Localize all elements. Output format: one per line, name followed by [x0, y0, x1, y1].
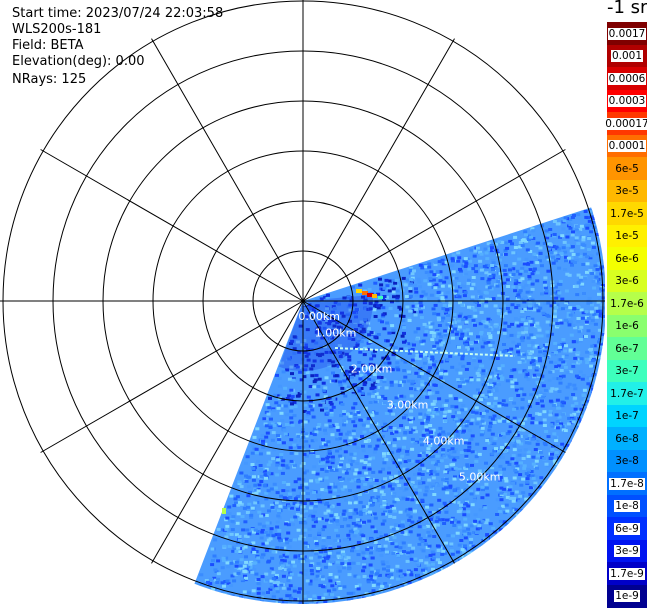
colorbar-label: 1.7e-6: [609, 298, 645, 310]
elevation-label: Elevation(deg): 0.00: [12, 54, 145, 70]
colorbar-label: 6e-9: [614, 523, 640, 535]
colorbar-cell: 1e-7: [607, 405, 647, 428]
colorbar-label: 3e-7: [614, 365, 640, 377]
colorbar-cell: 1.7e-5: [607, 202, 647, 225]
azimuth-spoke: [41, 150, 303, 302]
colorbar-label: 1e-9: [614, 590, 640, 602]
colorbar-cell: 0.001: [607, 45, 647, 68]
colorbar-label: 1.7e-7: [609, 388, 645, 400]
colorbar-label: 1.7e-8: [609, 478, 645, 490]
colorbar-cell: 1e-8: [607, 495, 647, 518]
colorbar-cell: 0.0003: [607, 90, 647, 113]
colorbar-cell: 0.0006: [607, 67, 647, 90]
range-ring-label: 3.00km: [387, 399, 429, 412]
colorbar-cell: 6e-9: [607, 517, 647, 540]
colorbar-cell: 1.7e-7: [607, 382, 647, 405]
colorbar-cell: 1.7e-6: [607, 292, 647, 315]
colorbar-label: 6e-5: [614, 163, 640, 175]
colorbar-label: 3e-8: [614, 455, 640, 467]
colorbar-cell: 3e-7: [607, 360, 647, 383]
instrument-label: WLS200s-181: [12, 22, 101, 38]
colorbar-cell: 3e-9: [607, 540, 647, 563]
colorbar-cell: 6e-5: [607, 157, 647, 180]
colorbar-label: 0.0006: [608, 73, 647, 85]
colorbar-label: 0.0017: [608, 28, 647, 40]
nrays-label: NRays: 125: [12, 72, 86, 88]
colorbar-label: 3e-6: [614, 275, 640, 287]
colorbar-label: 0.001: [611, 50, 643, 62]
ppi-plot: 0.00km 1.00km 2.00km 3.00km 4.00km 5.00km: [0, 0, 605, 607]
colorbar-label: 0.0003: [608, 95, 647, 107]
colorbar-label: 0.00017: [604, 118, 647, 130]
range-ring-label: 1.00km: [315, 327, 357, 340]
colorbar-cell: 0.0001: [607, 135, 647, 158]
colorbar-title: -1 sr: [607, 0, 647, 18]
colorbar-cell: 3e-6: [607, 270, 647, 293]
colorbar-label: 6e-6: [614, 253, 640, 265]
colorbar-cell: 1e-6: [607, 315, 647, 338]
colorbar-cell: 1.7e-9: [607, 562, 647, 585]
colorbar-cell: 1e-5: [607, 225, 647, 248]
colorbar-label: 1.7e-5: [609, 208, 645, 220]
colorbar-cell: 1.7e-8: [607, 472, 647, 495]
range-ring-label: 5.00km: [459, 471, 501, 484]
start-time-label: Start time: 2023/07/24 22:03:58: [12, 6, 223, 22]
colorbar-label: 6e-7: [614, 343, 640, 355]
colorbar-cell: 0.00017: [607, 112, 647, 135]
colorbar-label: 1e-5: [614, 230, 640, 242]
colorbar-cell: 3e-5: [607, 180, 647, 203]
colorbar-label: 1e-6: [614, 320, 640, 332]
colorbar: 0.0017 0.001 0.0006 0.0003 0.00017 0.0001 6e-5…: [607, 22, 647, 607]
colorbar-label: 1.7e-9: [609, 568, 645, 580]
colorbar-cell: 6e-7: [607, 337, 647, 360]
colorbar-label: 6e-8: [614, 433, 640, 445]
colorbar-label: 3e-5: [614, 185, 640, 197]
azimuth-spoke: [152, 39, 304, 301]
range-ring-label: 2.00km: [351, 363, 393, 376]
colorbar-label: 1e-8: [614, 500, 640, 512]
colorbar-label: 1e-7: [614, 410, 640, 422]
range-ring-label: 0.00km: [298, 310, 340, 323]
colorbar-cell: 6e-8: [607, 427, 647, 450]
colorbar-label: 0.0001: [608, 140, 647, 152]
range-ring-label: 4.00km: [423, 435, 465, 448]
field-label: Field: BETA: [12, 38, 83, 54]
colorbar-label: 3e-9: [614, 545, 640, 557]
colorbar-cell: 3e-8: [607, 450, 647, 473]
colorbar-cell: 6e-6: [607, 247, 647, 270]
colorbar-cell: 0.0017: [607, 22, 647, 45]
colorbar-cell: 1e-9: [607, 585, 647, 608]
